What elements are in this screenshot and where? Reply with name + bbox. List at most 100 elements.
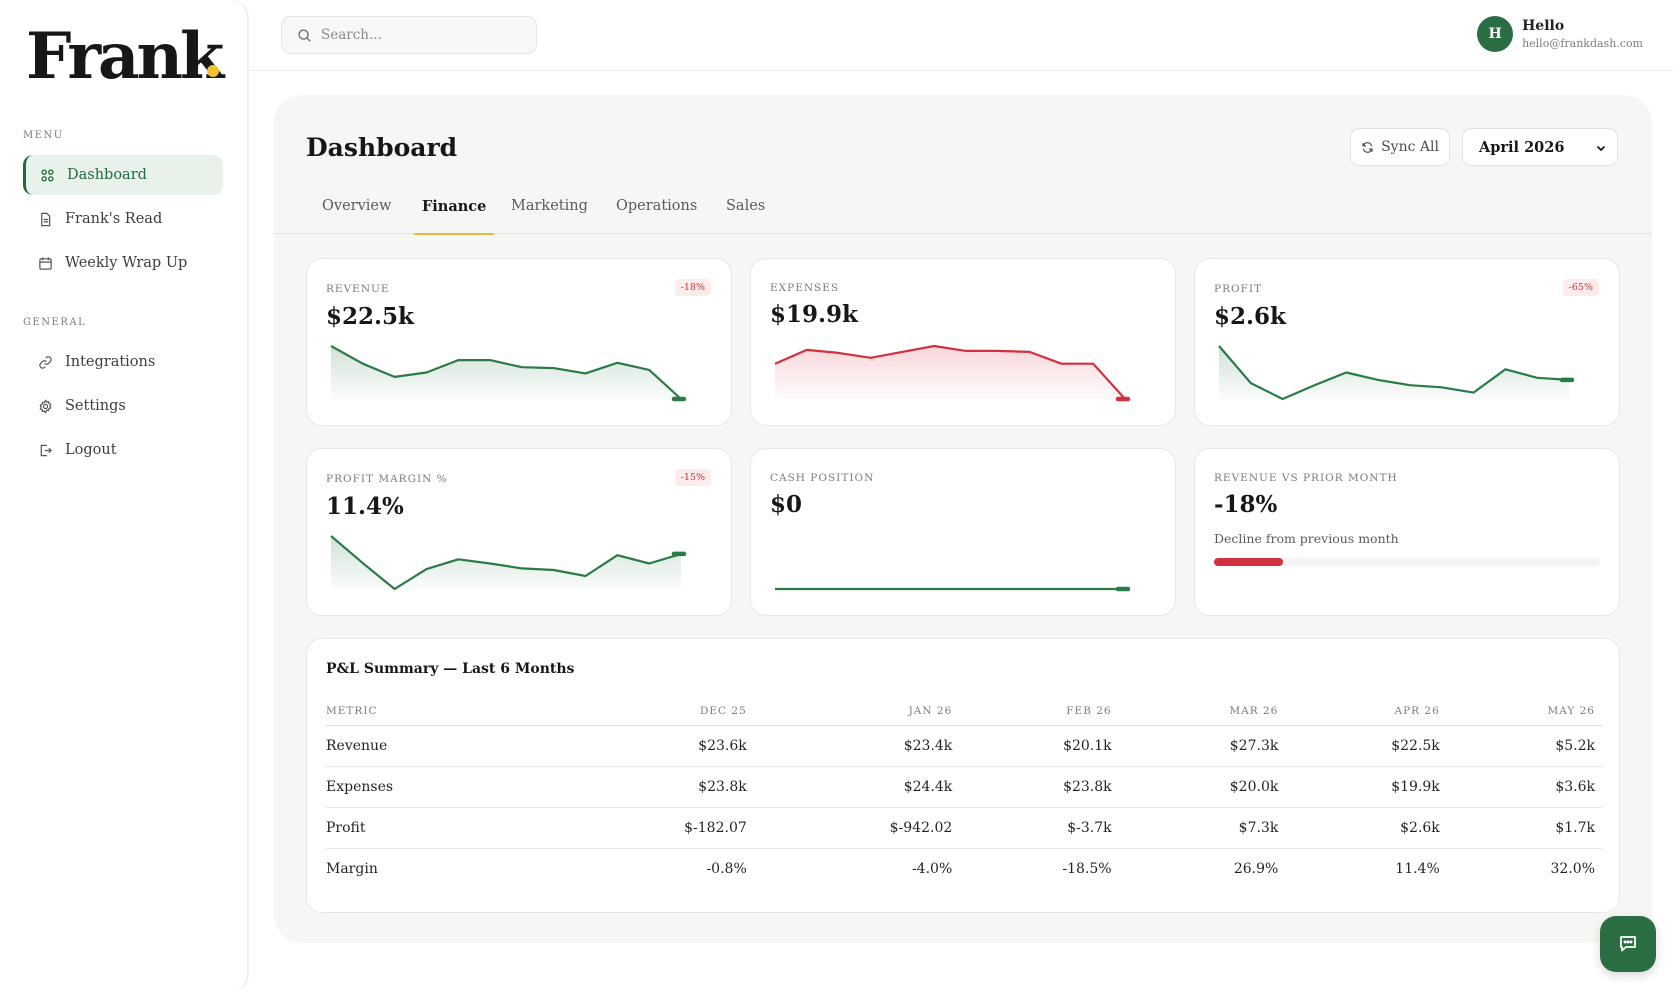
tab-sales[interactable]: Sales — [726, 198, 766, 214]
card-value: $22.5k — [326, 303, 414, 330]
column-header: JAN 26 — [753, 697, 960, 726]
pl-summary-title: P&L Summary — Last 6 Months — [326, 661, 575, 677]
table-header-row: METRIC DEC 25 JAN 26 FEB 26 MAR 26 APR 2… — [326, 697, 1602, 726]
search-icon — [298, 28, 311, 42]
month-select[interactable]: April 2026 — [1462, 128, 1618, 166]
month-select-value: April 2026 — [1479, 138, 1565, 156]
logout-icon — [37, 442, 53, 458]
cash-position-card[interactable]: CASH POSITION $0 — [750, 448, 1176, 616]
card-value: -18% — [1214, 491, 1278, 518]
sidebar-item-integrations[interactable]: Integrations — [23, 342, 223, 382]
column-header: FEB 26 — [959, 697, 1119, 726]
profit-sparkline — [1218, 345, 1575, 401]
value-cell: $23.4k — [753, 725, 960, 767]
value-cell: $-182.07 — [609, 807, 754, 849]
tab-marketing[interactable]: Marketing — [511, 198, 588, 214]
sidebar-item-franks-read[interactable]: Frank's Read — [23, 199, 223, 239]
value-cell: $23.6k — [609, 725, 754, 767]
value-cell: $1.7k — [1446, 807, 1602, 849]
card-label: PROFIT — [1214, 283, 1263, 295]
tab-operations[interactable]: Operations — [616, 198, 698, 214]
expenses-card[interactable]: EXPENSES $19.9k — [750, 258, 1176, 426]
user-profile[interactable]: H Hello hello@frankdash.com — [1477, 16, 1643, 52]
value-cell: 26.9% — [1233, 860, 1279, 877]
grid-icon — [39, 167, 55, 183]
revenue-card[interactable]: REVENUE $22.5k -18% — [306, 258, 732, 426]
sidebar-item-settings[interactable]: Settings — [23, 386, 223, 426]
main-panel: Dashboard Sync All April 2026 Overview F… — [274, 95, 1652, 943]
expenses-sparkline — [774, 344, 1131, 402]
value-cell: -4.0% — [911, 860, 953, 877]
value-cell: $3.6k — [1446, 766, 1602, 808]
pl-summary-table: METRIC DEC 25 JAN 26 FEB 26 MAR 26 APR 2… — [326, 697, 1602, 889]
document-icon — [37, 211, 53, 227]
gear-icon — [37, 398, 53, 414]
tab-overview[interactable]: Overview — [322, 198, 392, 214]
sidebar-item-label: Logout — [65, 442, 117, 458]
value-cell: -0.8% — [706, 860, 747, 877]
value-cell: 11.4% — [1395, 860, 1440, 877]
column-header: MAY 26 — [1446, 697, 1602, 726]
sidebar-item-label: Dashboard — [67, 167, 147, 183]
metric-cell: Expenses — [326, 766, 610, 808]
value-cell: $20.0k — [1118, 766, 1286, 808]
value-cell: $23.8k — [609, 766, 754, 808]
card-value: $2.6k — [1214, 303, 1286, 330]
chat-button[interactable] — [1600, 916, 1656, 972]
sidebar-item-dashboard[interactable]: Dashboard — [23, 155, 223, 195]
card-subtitle: Decline from previous month — [1214, 531, 1399, 546]
progress-fill — [1214, 558, 1284, 566]
calendar-icon — [37, 255, 53, 271]
metric-cell: Revenue — [326, 725, 610, 767]
column-header: MAR 26 — [1118, 697, 1286, 726]
card-label: REVENUE VS PRIOR MONTH — [1214, 472, 1398, 484]
value-cell: -18.5% — [1062, 860, 1112, 877]
profit-margin-sparkline — [330, 535, 687, 591]
chevron-down-icon — [1596, 145, 1606, 152]
profit-card[interactable]: PROFIT $2.6k -65% — [1194, 258, 1620, 426]
table-row: Revenue $23.6k $23.4k $20.1k $27.3k $22.5k $5.… — [326, 725, 1602, 767]
user-greeting: Hello — [1522, 18, 1565, 34]
logo[interactable]: Frank — [26, 19, 224, 94]
sidebar-item-weekly-wrap-up[interactable]: Weekly Wrap Up — [23, 243, 223, 283]
avatar[interactable]: H — [1477, 16, 1514, 52]
revenue-vs-prior-card[interactable]: REVENUE VS PRIOR MONTH -18% Decline from… — [1194, 448, 1620, 616]
search-box[interactable] — [281, 16, 537, 54]
value-cell: 32.0% — [1550, 860, 1595, 877]
table-row: Expenses $23.8k $24.4k $23.8k $20.0k $19.9k $3… — [326, 766, 1602, 808]
tab-finance[interactable]: Finance — [413, 198, 495, 235]
sparkline-area — [331, 536, 681, 589]
change-badge: -18% — [674, 279, 711, 296]
value-cell: $20.1k — [959, 725, 1119, 767]
sparkline-area — [331, 346, 681, 399]
general-section-label: GENERAL — [23, 317, 87, 328]
sparkline-line — [774, 344, 1126, 400]
card-value: $0 — [770, 491, 803, 518]
value-cell: $23.8k — [959, 766, 1119, 808]
card-value: 11.4% — [326, 493, 404, 520]
chat-icon — [1620, 936, 1636, 952]
sidebar-item-label: Settings — [65, 398, 126, 414]
metric-cell: Margin — [326, 860, 378, 877]
pl-summary-card: P&L Summary — Last 6 Months METRIC DEC 2… — [306, 638, 1620, 913]
search-input[interactable] — [321, 27, 521, 43]
tab-bar: Overview Finance Marketing Operations Sa… — [274, 190, 1652, 235]
value-cell: $-942.02 — [753, 807, 960, 849]
sidebar-item-label: Frank's Read — [65, 211, 163, 227]
sync-all-button[interactable]: Sync All — [1350, 128, 1450, 166]
value-cell: $19.9k — [1285, 766, 1447, 808]
cash-position-sparkline — [775, 586, 1131, 592]
change-badge: -65% — [1562, 279, 1599, 296]
card-label: REVENUE — [326, 283, 390, 295]
topbar: H Hello hello@frankdash.com — [249, 0, 1673, 71]
sparkline-line — [1218, 345, 1570, 401]
sidebar-item-logout[interactable]: Logout — [23, 430, 223, 470]
value-cell: $22.5k — [1285, 725, 1447, 767]
profit-margin-card[interactable]: PROFIT MARGIN % 11.4% -15% — [306, 448, 732, 616]
change-badge: -15% — [674, 469, 711, 486]
metric-cell: Profit — [326, 807, 610, 849]
value-cell: $-3.7k — [959, 807, 1119, 849]
table-row: Margin -0.8% -4.0% -18.5% 26.9% 11.4% 32.0% — [326, 848, 1602, 889]
card-label: PROFIT MARGIN % — [326, 473, 448, 485]
card-label: CASH POSITION — [770, 472, 875, 484]
